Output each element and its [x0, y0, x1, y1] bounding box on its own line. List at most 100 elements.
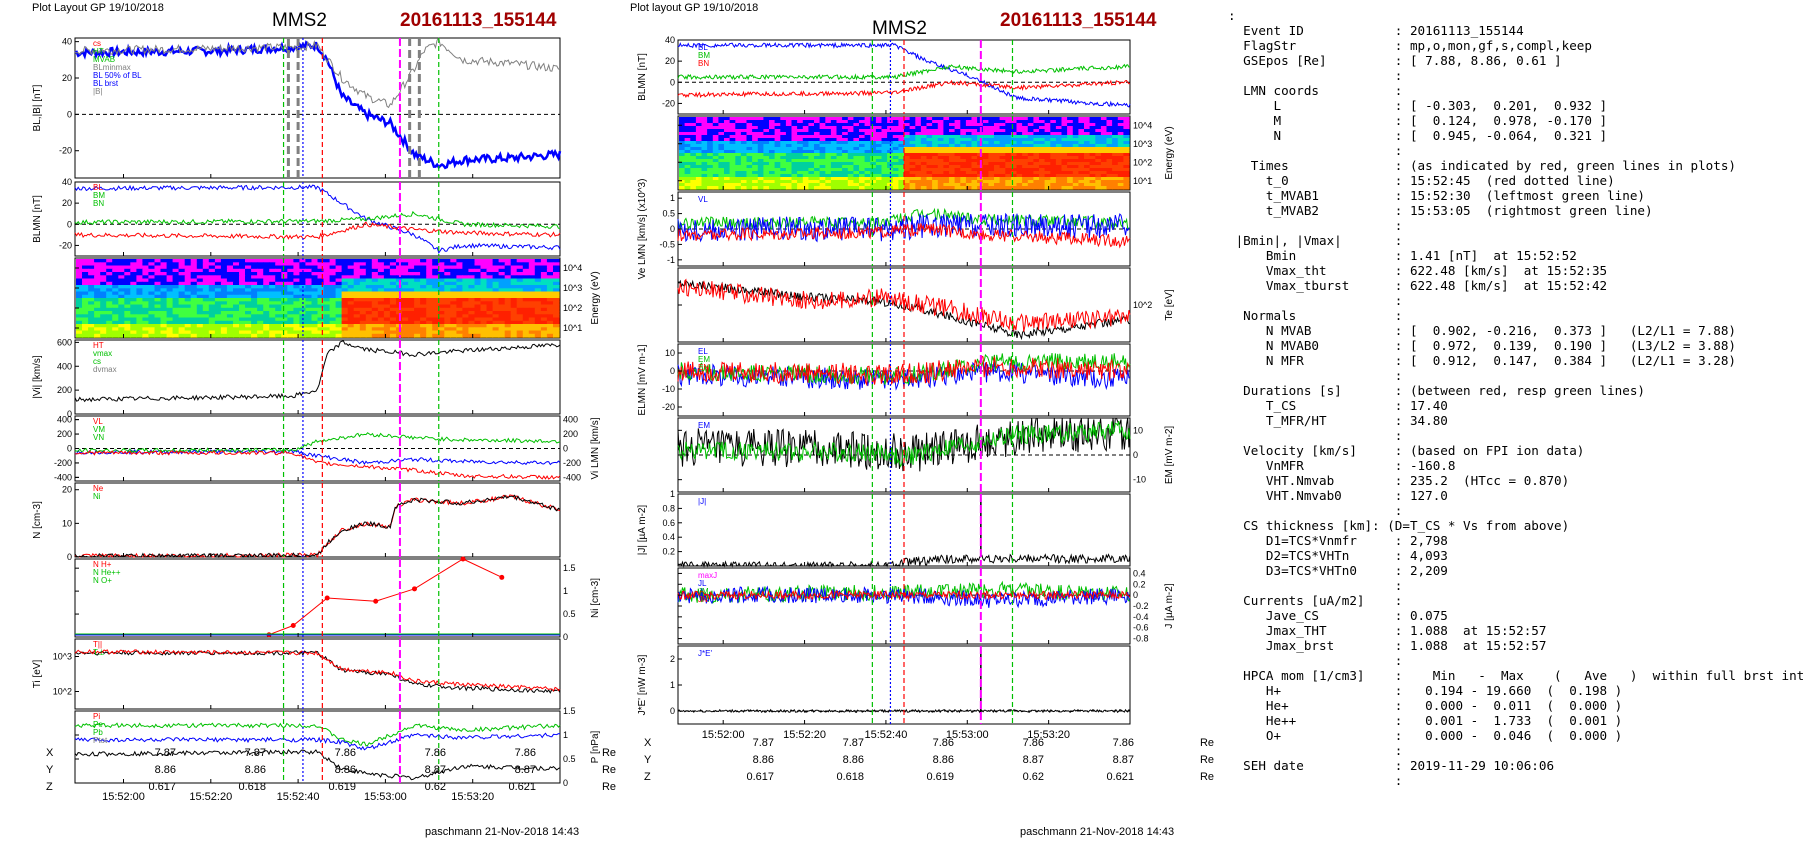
heatmap-cell [1100, 132, 1108, 136]
heatmap-cell [166, 275, 174, 280]
heatmap-cell [836, 135, 843, 139]
heatmap-cell [82, 272, 89, 276]
heatmap-cell [208, 294, 216, 299]
heatmap-cell [892, 141, 899, 145]
heatmap-cell [208, 278, 216, 283]
heatmap-cell [347, 304, 355, 309]
heatmap-cell [269, 301, 276, 306]
heatmap-cell [172, 317, 180, 322]
info-line: HPCA mom [1/cm3] : Min - Max ( Ave ) wit… [1228, 668, 1804, 683]
heatmap-cell [988, 141, 995, 145]
heatmap-cell [546, 311, 554, 315]
heatmap-cell [791, 177, 798, 181]
heatmap-cell [148, 288, 155, 293]
heatmap-cell [166, 301, 174, 306]
heatmap-cell [695, 144, 703, 148]
heatmap-cell [1072, 177, 1079, 181]
heatmap-cell [1061, 117, 1068, 121]
heatmap-cell [707, 129, 714, 133]
heatmap-cell [347, 285, 355, 289]
heatmap-cell [735, 147, 742, 151]
info-line: : [1228, 368, 1403, 383]
heatmap-cell [1033, 156, 1040, 160]
heatmap-cell [1039, 165, 1046, 169]
heatmap-cell [347, 307, 355, 312]
heatmap-cell [904, 138, 911, 142]
y-tick-label: 0.2 [1133, 579, 1146, 589]
heatmap-cell [269, 265, 276, 270]
heatmap-cell [239, 314, 246, 319]
heatmap-cell [414, 259, 421, 263]
heatmap-cell [712, 171, 719, 175]
heatmap-cell [118, 281, 125, 286]
heatmap-cell [1106, 168, 1113, 172]
heatmap-cell [679, 144, 686, 148]
heatmap-cell [287, 307, 294, 312]
heatmap-cell [763, 126, 770, 130]
heatmap-cell [960, 150, 967, 154]
heatmap-cell [1016, 135, 1023, 139]
heatmap-cell [480, 320, 488, 325]
heatmap-cell [1005, 180, 1012, 184]
heatmap-cell [335, 320, 343, 325]
heatmap-cell [94, 333, 101, 338]
heatmap-cell [999, 123, 1006, 127]
heatmap-cell [701, 129, 708, 133]
heatmap-cell [797, 126, 804, 130]
info-line: VHT.Nmvab : 235.2 (HTcc = 0.870) [1228, 473, 1570, 488]
heatmap-cell [293, 311, 300, 315]
heatmap-cell [932, 165, 939, 169]
heatmap-cell [100, 298, 107, 302]
heatmap-cell [757, 165, 764, 169]
heatmap-cell [389, 278, 397, 283]
series-line [74, 210, 561, 229]
heatmap-cell [690, 180, 697, 184]
heatmap-cell [797, 171, 804, 175]
y-tick-label: 200 [563, 429, 578, 439]
heatmap-cell [853, 183, 860, 187]
heatmap-cell [949, 168, 956, 172]
heatmap-cell [1067, 123, 1074, 127]
heatmap-cell [88, 324, 95, 328]
heatmap-cell [1100, 138, 1108, 142]
heatmap-cell [994, 153, 1001, 157]
heatmap-cell [172, 294, 180, 299]
heatmap-cell [757, 159, 764, 163]
coord-value: 0.618 [238, 780, 266, 793]
heatmap-cell [118, 272, 125, 276]
heatmap-cell [444, 327, 451, 332]
heatmap-cell [239, 265, 246, 270]
heatmap-cell [365, 288, 373, 293]
heatmap-cell [263, 291, 270, 296]
heatmap-cell [774, 150, 781, 154]
y-tick-label: 2 [670, 654, 675, 664]
heatmap-cell [546, 262, 554, 267]
heatmap-cell [178, 330, 186, 335]
heatmap-cell [281, 281, 288, 286]
heatmap-cell [847, 123, 854, 127]
heatmap-cell [825, 180, 832, 184]
heatmap-cell [190, 291, 198, 296]
heatmap-cell [154, 330, 162, 335]
heatmap-cell [836, 153, 843, 157]
heatmap-cell [1117, 144, 1124, 148]
heatmap-cell [785, 135, 793, 139]
heatmap-cell [76, 278, 83, 283]
heatmap-cell [859, 120, 866, 124]
heatmap-cell [323, 291, 331, 296]
heatmap-cell [954, 159, 961, 163]
y-tick-label: 10^4 [563, 263, 582, 273]
heatmap-cell [214, 327, 222, 332]
heatmap-cell [999, 135, 1006, 139]
heatmap-cell [486, 311, 494, 315]
heatmap-cell [504, 317, 512, 322]
heatmap-cell [752, 117, 759, 121]
heatmap-cell [305, 304, 312, 309]
heatmap-cell [226, 288, 234, 293]
heatmap-cell [106, 311, 113, 315]
heatmap-cell [684, 174, 691, 178]
x-tick-label: 15:52:00 [102, 791, 145, 800]
heatmap-cell [881, 126, 888, 130]
heatmap-cell [546, 298, 554, 302]
heatmap-cell [859, 156, 866, 160]
